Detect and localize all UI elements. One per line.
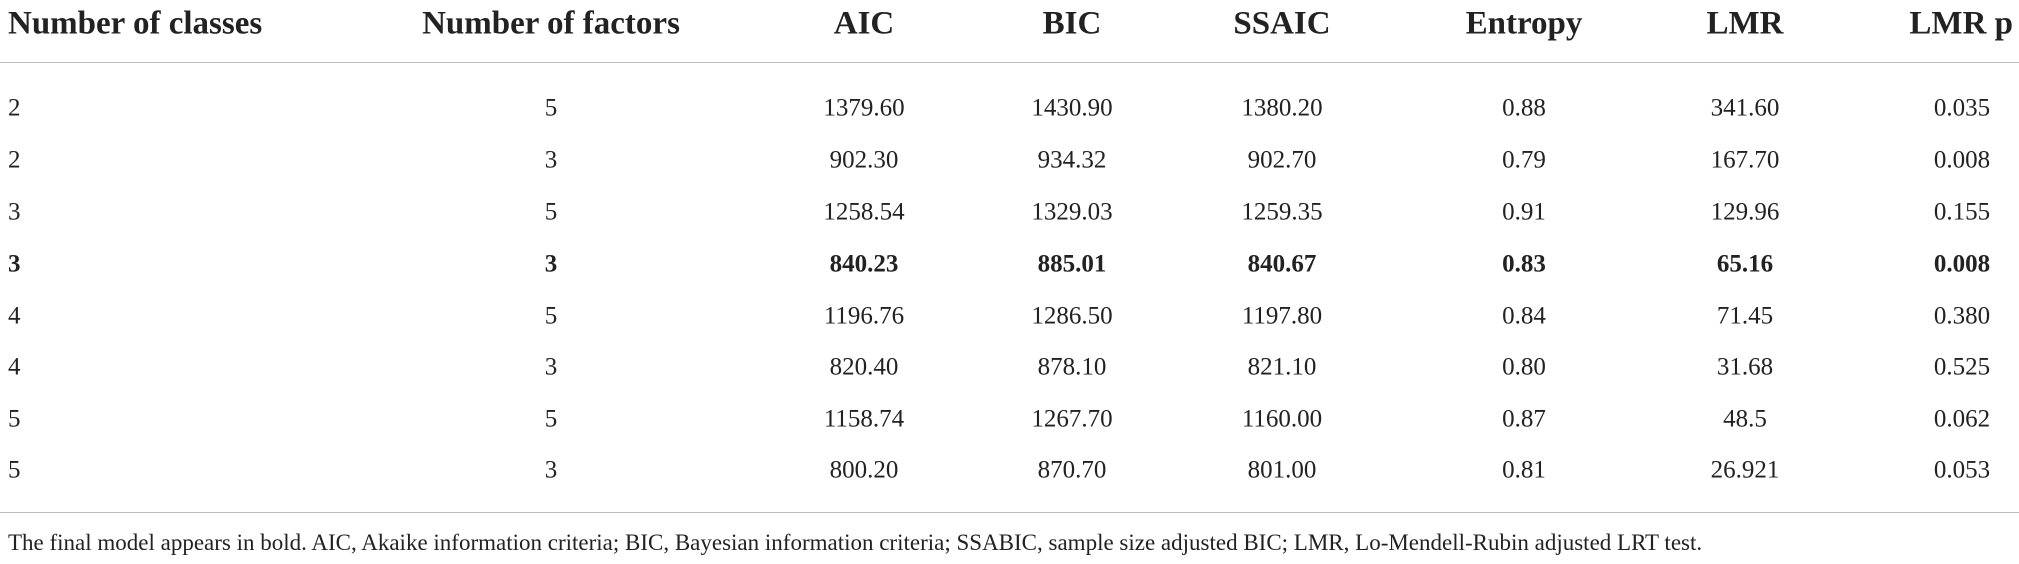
table-cell: 0.81: [1502, 456, 1546, 484]
table-cell: 0.035: [1933, 94, 1991, 122]
table-cell: 3: [544, 146, 558, 174]
table-cell: 934.32: [1037, 146, 1107, 174]
table-cell: 0.380: [1933, 302, 1991, 330]
column-header: LMR p: [1909, 5, 2013, 42]
table-cell: 0.053: [1933, 456, 1991, 484]
table-cell: 3: [544, 353, 558, 381]
table-cell: 1258.54: [823, 198, 905, 226]
table-cell: 902.70: [1247, 146, 1317, 174]
table-cell: 0.525: [1933, 353, 1991, 381]
table-cell: 5: [544, 405, 558, 433]
table-cell: 26.921: [1710, 456, 1780, 484]
table-cell: 1160.00: [1241, 405, 1323, 433]
column-header: Number of factors: [422, 5, 680, 42]
footnote: The final model appears in bold. AIC, Ak…: [8, 530, 1703, 555]
table-cell: 2: [8, 94, 21, 122]
table-cell: 0.91: [1502, 198, 1546, 226]
table-cell: 4: [8, 353, 21, 381]
table-cell: 3: [544, 250, 558, 278]
table-cell: 5: [8, 405, 21, 433]
table-cell: 0.87: [1502, 405, 1546, 433]
table-cell: 5: [8, 456, 21, 484]
table-cell: 885.01: [1037, 250, 1107, 278]
table-cell: 0.83: [1502, 250, 1546, 278]
column-header: Entropy: [1465, 5, 1583, 42]
header-rule: [0, 62, 2019, 63]
table-cell: 71.45: [1716, 302, 1774, 330]
table-cell: 1259.35: [1241, 198, 1323, 226]
table-cell: 48.5: [1723, 405, 1767, 433]
column-header: AIC: [833, 5, 895, 42]
table-cell: 801.00: [1247, 456, 1317, 484]
column-header: SSAIC: [1233, 5, 1331, 42]
table-cell: 1267.70: [1031, 405, 1113, 433]
table-cell: 840.23: [829, 250, 899, 278]
column-header: Number of classes: [8, 5, 263, 42]
table-cell: 0.008: [1933, 250, 1991, 278]
table-cell: 65.16: [1716, 250, 1774, 278]
table-cell: 3: [544, 456, 558, 484]
table-cell: 167.70: [1710, 146, 1780, 174]
table-cell: 902.30: [829, 146, 899, 174]
table-cell: 870.70: [1037, 456, 1107, 484]
table-cell: 1379.60: [823, 94, 905, 122]
table-cell: 1196.76: [823, 302, 905, 330]
table-cell: 0.88: [1502, 94, 1546, 122]
table-cell: 0.84: [1502, 302, 1546, 330]
table-cell: 5: [544, 198, 558, 226]
table-cell: 878.10: [1037, 353, 1107, 381]
table-cell: 5: [544, 94, 558, 122]
table-cell: 1158.74: [823, 405, 905, 433]
table-cell: 800.20: [829, 456, 899, 484]
table-cell: 1197.80: [1241, 302, 1323, 330]
table-cell: 5: [544, 302, 558, 330]
table-cell: 129.96: [1710, 198, 1780, 226]
table-cell: 820.40: [829, 353, 899, 381]
column-header: BIC: [1042, 5, 1102, 42]
bottom-rule: [0, 512, 2019, 513]
table-cell: 0.008: [1933, 146, 1991, 174]
column-header: LMR: [1706, 5, 1784, 42]
table-cell: 0.155: [1933, 198, 1991, 226]
table-cell: 0.062: [1933, 405, 1991, 433]
table-cell: 341.60: [1710, 94, 1780, 122]
table-cell: 0.79: [1502, 146, 1546, 174]
table-cell: 840.67: [1247, 250, 1317, 278]
table-cell: 1286.50: [1031, 302, 1113, 330]
table-cell: 0.80: [1502, 353, 1546, 381]
table-cell: 4: [8, 302, 21, 330]
table-cell: 3: [8, 250, 21, 278]
table-cell: 1430.90: [1031, 94, 1113, 122]
table-cell: 1329.03: [1031, 198, 1113, 226]
table-cell: 821.10: [1247, 353, 1317, 381]
table-cell: 3: [8, 198, 21, 226]
table-cell: 2: [8, 146, 21, 174]
table-cell: 1380.20: [1241, 94, 1323, 122]
table-cell: 31.68: [1716, 353, 1774, 381]
